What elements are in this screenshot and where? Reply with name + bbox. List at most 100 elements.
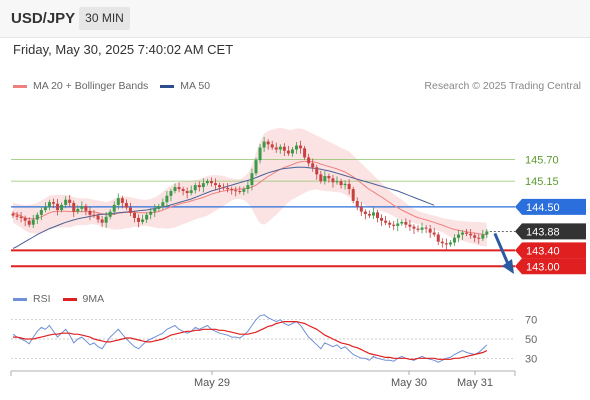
candle-up bbox=[396, 223, 400, 226]
candle-down bbox=[319, 174, 323, 182]
candle-up bbox=[60, 204, 64, 211]
candle-up bbox=[258, 147, 262, 161]
legend-ma50-label: MA 50 bbox=[180, 80, 211, 92]
candle-down bbox=[88, 210, 92, 215]
candle-down bbox=[339, 181, 343, 186]
support-label: 143.40 bbox=[526, 245, 560, 257]
candle-up bbox=[116, 198, 120, 205]
candle-up bbox=[400, 221, 404, 224]
candle-up bbox=[457, 234, 460, 238]
candle-up bbox=[246, 185, 250, 190]
candle-down bbox=[230, 189, 234, 191]
current-price-tag bbox=[515, 223, 586, 240]
candle-down bbox=[120, 198, 124, 203]
candle-up bbox=[278, 146, 282, 150]
legend-ma20-label: MA 20 + Bollinger Bands bbox=[33, 80, 149, 92]
candles bbox=[11, 136, 489, 250]
candle-up bbox=[35, 214, 39, 220]
candle-down bbox=[331, 178, 335, 183]
candle-down bbox=[56, 203, 60, 211]
candle-down bbox=[19, 216, 23, 218]
candle-down bbox=[234, 190, 238, 192]
candle-down bbox=[432, 232, 436, 235]
candle-up bbox=[201, 183, 205, 188]
candle-down bbox=[286, 150, 290, 154]
candle-down bbox=[100, 219, 104, 223]
candle-up bbox=[481, 234, 485, 239]
candle-down bbox=[384, 220, 388, 223]
candle-down bbox=[68, 199, 72, 203]
candle-down bbox=[408, 224, 412, 227]
x-axis-label: May 31 bbox=[457, 377, 493, 389]
candle-down bbox=[412, 226, 416, 229]
candle-down bbox=[477, 237, 481, 239]
candle-up bbox=[420, 227, 424, 230]
candle-down bbox=[380, 217, 384, 221]
rsi-level-label: 50 bbox=[525, 334, 537, 346]
legend-ma50: MA 50 bbox=[160, 80, 210, 92]
resistance-label: 145.70 bbox=[525, 154, 559, 166]
candle-down bbox=[416, 228, 420, 230]
timeframe-badge[interactable]: 30 MIN bbox=[79, 7, 130, 30]
research-credit: Research © 2025 Trading Central bbox=[424, 80, 581, 92]
rsi-ma-line bbox=[13, 321, 488, 360]
candle-up bbox=[108, 211, 112, 217]
candle-down bbox=[209, 181, 213, 184]
candle-up bbox=[80, 206, 84, 209]
candle-down bbox=[436, 234, 440, 242]
ma20-swatch bbox=[13, 84, 27, 88]
bollinger-bands bbox=[13, 127, 487, 247]
legend-rsi-ma: 9MA bbox=[62, 293, 104, 305]
rsi-line bbox=[12, 314, 488, 363]
ma50-swatch bbox=[160, 84, 175, 88]
candle-down bbox=[222, 187, 226, 189]
pivot-tag bbox=[515, 198, 586, 215]
candle-up bbox=[64, 199, 68, 205]
candle-down bbox=[96, 215, 100, 220]
candle-down bbox=[465, 232, 469, 234]
candle-down bbox=[266, 141, 270, 145]
forecast-arrow-shaft bbox=[493, 232, 510, 265]
candle-down bbox=[307, 157, 311, 164]
candle-up bbox=[254, 160, 258, 174]
candle-down bbox=[327, 176, 331, 179]
candle-up bbox=[262, 141, 266, 148]
candle-down bbox=[52, 202, 55, 204]
pivot-label: 144.50 bbox=[526, 202, 560, 214]
candle-up bbox=[343, 183, 347, 186]
candle-down bbox=[218, 185, 222, 188]
candle-down bbox=[197, 185, 201, 188]
candle-down bbox=[133, 212, 136, 218]
rsi-level-label: 30 bbox=[525, 353, 537, 365]
candle-up bbox=[149, 211, 153, 215]
legend-ma20: MA 20 + Bollinger Bands bbox=[13, 80, 148, 92]
candle-down bbox=[282, 146, 286, 151]
candle-down bbox=[23, 217, 27, 221]
forecast-arrow-head bbox=[502, 259, 514, 274]
candle-up bbox=[153, 208, 157, 212]
candle-down bbox=[444, 243, 448, 245]
rsi-swatch bbox=[13, 297, 27, 301]
candle-down bbox=[214, 183, 217, 186]
candle-down bbox=[351, 189, 355, 201]
candle-up bbox=[47, 202, 51, 207]
x-axis-label: May 30 bbox=[391, 377, 427, 389]
candle-up bbox=[485, 231, 489, 235]
candle-down bbox=[177, 187, 181, 190]
candle-down bbox=[185, 191, 189, 194]
candle-up bbox=[189, 190, 193, 194]
candle-down bbox=[84, 206, 88, 211]
rsi-legend: RSI 9MA bbox=[13, 293, 116, 305]
candle-down bbox=[469, 233, 473, 236]
candle-up bbox=[165, 195, 169, 203]
candle-up bbox=[141, 219, 145, 222]
candle-up bbox=[112, 204, 116, 212]
candle-down bbox=[238, 191, 242, 193]
legend-rsi: RSI bbox=[13, 293, 51, 305]
candle-up bbox=[173, 187, 177, 192]
ma20-line bbox=[12, 160, 487, 236]
candle-up bbox=[104, 216, 108, 223]
candle-up bbox=[43, 206, 47, 211]
legend-rsi-label: RSI bbox=[33, 293, 51, 305]
